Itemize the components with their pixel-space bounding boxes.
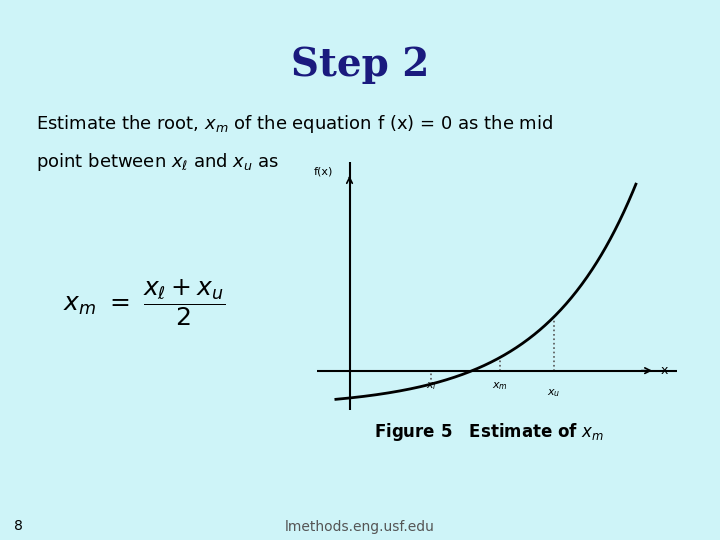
Text: $x_m\ =\ \dfrac{x_\ell + x_u}{2}$: $x_m\ =\ \dfrac{x_\ell + x_u}{2}$ — [63, 277, 225, 328]
Text: point between $x_{\ell}$ and $x_u$ as: point between $x_{\ell}$ and $x_u$ as — [36, 151, 279, 173]
Text: Estimate the root, $x_m$ of the equation f (x) = 0 as the mid: Estimate the root, $x_m$ of the equation… — [36, 113, 553, 135]
Text: 8: 8 — [14, 519, 23, 534]
Text: x: x — [660, 364, 668, 377]
Text: Step 2: Step 2 — [291, 46, 429, 84]
Text: $x_l$: $x_l$ — [426, 380, 437, 392]
Text: f(x): f(x) — [314, 166, 333, 176]
Text: $x_m$: $x_m$ — [492, 380, 508, 392]
Text: $x_u$: $x_u$ — [547, 387, 561, 399]
Text: Figure 5   Estimate of $x_m$: Figure 5 Estimate of $x_m$ — [374, 421, 605, 443]
Text: lmethods.eng.usf.edu: lmethods.eng.usf.edu — [285, 519, 435, 534]
